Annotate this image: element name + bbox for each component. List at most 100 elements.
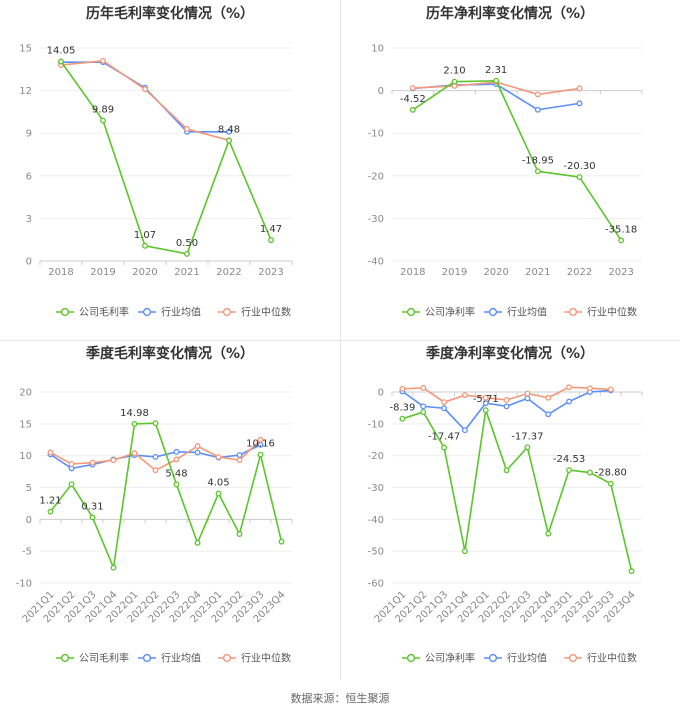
data-label: 1.47 bbox=[260, 224, 282, 235]
legend-label: 公司毛利率 bbox=[79, 306, 129, 319]
series-point-0 bbox=[441, 444, 448, 451]
y-tick-label: -10 bbox=[16, 579, 32, 590]
series-line-0 bbox=[402, 409, 633, 572]
x-tick-label: 2023 bbox=[608, 267, 633, 278]
y-tick-label: -20 bbox=[368, 171, 384, 182]
series-point-0 bbox=[142, 242, 148, 249]
y-tick-label: 12 bbox=[19, 86, 32, 97]
series-point-2 bbox=[586, 385, 593, 392]
series-point-1 bbox=[534, 106, 541, 113]
series-point-0 bbox=[566, 467, 573, 474]
series-point-0 bbox=[503, 467, 510, 474]
legend-label: 行业中位数 bbox=[241, 306, 291, 319]
series-point-0 bbox=[268, 237, 274, 244]
series-point-2 bbox=[215, 453, 222, 460]
series-point-0 bbox=[278, 538, 285, 545]
series-point-1 bbox=[524, 395, 531, 402]
data-label: 14.98 bbox=[120, 408, 149, 419]
legend-swatch-dot bbox=[222, 653, 232, 663]
series-point-2 bbox=[142, 86, 148, 93]
legend-swatch-dot bbox=[568, 653, 578, 663]
x-tick-label: 2019 bbox=[90, 267, 115, 278]
legend-swatch-dot bbox=[60, 307, 70, 317]
y-tick-label: -60 bbox=[368, 579, 384, 590]
x-tick-label: 2022 bbox=[216, 267, 241, 278]
y-tick-label: 6 bbox=[26, 171, 32, 182]
series-point-0 bbox=[152, 420, 159, 427]
data-label: -5.71 bbox=[473, 394, 499, 405]
chart-title: 季度净利率变化情况（%） bbox=[425, 345, 594, 362]
x-tick-label: 2021 bbox=[174, 267, 199, 278]
series-point-0 bbox=[173, 481, 180, 488]
legend-label: 公司净利率 bbox=[425, 652, 475, 665]
series-point-2 bbox=[236, 457, 243, 464]
y-tick-label: -20 bbox=[368, 451, 384, 462]
chart-4: 季度净利率变化情况（%）-60-50-40-30-20-1002021Q1202… bbox=[368, 345, 643, 665]
series-point-2 bbox=[482, 394, 489, 401]
series-point-0 bbox=[461, 548, 468, 555]
chart-3: 季度毛利率变化情况（%）-10-5051015202021Q12021Q2202… bbox=[16, 345, 293, 665]
chart-1: 历年毛利率变化情况（%） 0 3 6 9 12 15 2018 2019 2020 2021 2022… bbox=[19, 5, 293, 319]
chart-title: 历年毛利率变化情况（%） bbox=[86, 5, 254, 22]
series-point-2 bbox=[545, 394, 552, 401]
legend-label: 行业中位数 bbox=[241, 652, 291, 665]
series-point-1 bbox=[566, 398, 573, 405]
y-tick-label: -40 bbox=[368, 515, 384, 526]
x-tick-label: 2020 bbox=[483, 267, 508, 278]
series-point-0 bbox=[110, 564, 117, 571]
series-point-0 bbox=[618, 237, 625, 244]
series-point-1 bbox=[482, 400, 489, 407]
series-point-0 bbox=[607, 480, 614, 487]
series-point-1 bbox=[226, 128, 232, 135]
data-label: -24.53 bbox=[553, 454, 585, 465]
series-point-0 bbox=[58, 58, 64, 65]
y-tick-label: 15 bbox=[19, 44, 32, 55]
y-tick-label: 15 bbox=[19, 419, 32, 430]
x-tick-label: 2018 bbox=[400, 267, 425, 278]
series-point-1 bbox=[173, 448, 180, 455]
y-tick-label: -30 bbox=[368, 483, 384, 494]
legend-swatch-dot bbox=[60, 653, 70, 663]
data-label: 1.21 bbox=[39, 496, 61, 507]
y-tick-label: -10 bbox=[368, 419, 384, 430]
x-tick-label: 2021 bbox=[525, 267, 550, 278]
series-point-1 bbox=[461, 427, 468, 434]
series-point-0 bbox=[586, 469, 593, 476]
chart-title: 历年净利率变化情况（%） bbox=[426, 5, 594, 22]
series-point-2 bbox=[441, 399, 448, 406]
data-label: -17.47 bbox=[428, 432, 460, 443]
y-tick-label: 0 bbox=[378, 86, 384, 97]
data-label: -18.95 bbox=[522, 155, 554, 166]
series-point-0 bbox=[131, 421, 138, 427]
legend-label: 行业均值 bbox=[507, 306, 547, 319]
series-point-0 bbox=[534, 168, 541, 175]
series-line-0 bbox=[412, 79, 622, 241]
x-tick-label: 2022 bbox=[567, 267, 592, 278]
series-point-0 bbox=[545, 530, 552, 537]
data-label: 1.07 bbox=[134, 230, 156, 241]
y-tick-label: 20 bbox=[19, 388, 32, 399]
x-tick-label: 2023 bbox=[258, 267, 283, 278]
series-point-0 bbox=[399, 415, 406, 422]
series-point-0 bbox=[482, 407, 489, 414]
y-tick-label: 0 bbox=[26, 515, 32, 526]
data-label: 0.50 bbox=[176, 238, 198, 249]
data-label: -17.37 bbox=[511, 431, 543, 442]
data-label: 14.05 bbox=[47, 45, 76, 56]
series-point-0 bbox=[493, 77, 500, 84]
source-note: 数据来源：恒生聚源 bbox=[290, 692, 390, 705]
series-point-0 bbox=[215, 490, 222, 497]
series-point-0 bbox=[524, 444, 531, 451]
series-line-0 bbox=[60, 61, 272, 255]
series-point-2 bbox=[194, 443, 201, 450]
y-tick-label: 5 bbox=[26, 483, 32, 494]
chart-2: 历年净利率变化情况（%） -40 -30 -20 -10 0 10 2018 2019 2020 2… bbox=[368, 5, 643, 319]
data-label: -28.80 bbox=[595, 468, 627, 479]
data-label: 2.31 bbox=[485, 65, 507, 76]
data-label: 5.48 bbox=[165, 468, 187, 479]
series-point-0 bbox=[194, 539, 201, 546]
series-point-0 bbox=[420, 409, 427, 416]
legend-swatch-dot bbox=[142, 653, 152, 663]
x-tick-label: 2020 bbox=[132, 267, 157, 278]
series-line-2 bbox=[60, 59, 230, 142]
